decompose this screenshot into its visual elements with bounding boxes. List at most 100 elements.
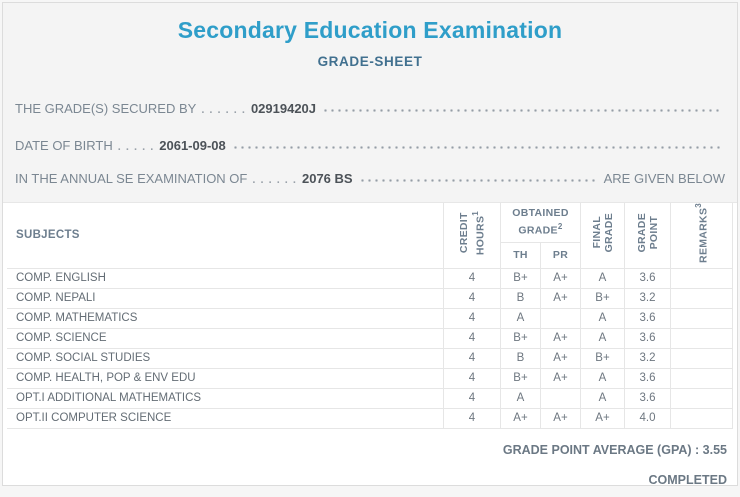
grades-table-body: COMP. ENGLISH 4 B+ A+ A 3.6 COMP. NEPALI 4 B A+ B+… — [7, 268, 733, 429]
remarks-cell — [670, 308, 733, 329]
column-header-final-grade: FINAL GRADE — [580, 203, 625, 269]
final-grade-cell: A — [580, 368, 625, 389]
footnote-marker-1: 1 — [470, 210, 480, 216]
grade-point-cell: 3.2 — [624, 288, 671, 309]
subject-name: COMP. NEPALI — [7, 288, 444, 309]
final-grade-cell: A — [580, 308, 625, 329]
pr-grade-cell: A+ — [540, 408, 581, 429]
credit-hours-cell: 4 — [443, 348, 501, 369]
th-grade-cell: B+ — [500, 268, 541, 289]
pr-grade-cell: A+ — [540, 288, 581, 309]
th-grade-cell: A — [500, 388, 541, 409]
final-grade-cell: B+ — [580, 288, 625, 309]
credit-hours-cell: 4 — [443, 288, 501, 309]
info-label: THE GRADE(S) SECURED BY — [15, 101, 197, 116]
credit-hours-cell: 4 — [443, 388, 501, 409]
column-header-grade-point: GRADE POINT — [624, 203, 671, 269]
table-row: COMP. SOCIAL STUDIES 4 B A+ B+ 3.2 — [7, 348, 733, 369]
final-grade-cell: B+ — [580, 348, 625, 369]
grade-point-cell: 3.6 — [624, 388, 671, 409]
grade-point-cell: 3.6 — [624, 268, 671, 289]
subject-name: COMP. SCIENCE — [7, 328, 444, 349]
column-header-subjects: SUBJECTS — [7, 203, 444, 269]
remarks-cell — [670, 288, 733, 309]
info-label: IN THE ANNUAL SE EXAMINATION OF — [15, 171, 248, 186]
status-completed: COMPLETED — [648, 472, 727, 486]
gradesheet-panel: Secondary Education Examination GRADE-SH… — [2, 2, 738, 486]
credit-hours-cell: 4 — [443, 368, 501, 389]
remarks-cell — [670, 388, 733, 409]
pr-grade-cell: A+ — [540, 268, 581, 289]
info-suffix: ARE GIVEN BELOW — [603, 171, 725, 186]
grades-table: SUBJECTS CREDIT HOURS1 OBTAINED GRADE2 F… — [7, 203, 733, 429]
column-header-obtained-grade: OBTAINED GRADE2 — [500, 203, 581, 243]
subject-name: OPT.II COMPUTER SCIENCE — [7, 408, 444, 429]
date-of-birth-value: 2061-09-08 — [159, 138, 226, 153]
credit-hours-cell: 4 — [443, 268, 501, 289]
subject-name: COMP. SOCIAL STUDIES — [7, 348, 444, 369]
column-header-th: TH — [500, 242, 541, 269]
symbol-number-value: 02919420J — [250, 101, 317, 116]
exam-year-value: 2076 BS — [301, 171, 353, 186]
th-grade-cell: B+ — [500, 368, 541, 389]
th-grade-cell: A — [500, 308, 541, 329]
dot-leader-fill — [358, 179, 599, 182]
remarks-cell — [670, 368, 733, 389]
subject-name: OPT.I ADDITIONAL MATHEMATICS — [7, 388, 444, 409]
grade-point-cell: 3.6 — [624, 308, 671, 329]
final-grade-cell: A+ — [580, 408, 625, 429]
pr-grade-cell: A+ — [540, 368, 581, 389]
credit-hours-cell: 4 — [443, 328, 501, 349]
pr-grade-cell — [540, 308, 581, 329]
pr-grade-cell — [540, 388, 581, 409]
table-row: COMP. NEPALI 4 B A+ B+ 3.2 — [7, 288, 733, 309]
info-line-examination-year: IN THE ANNUAL SE EXAMINATION OF . . . . … — [15, 171, 725, 186]
footnote-marker-2: 2 — [557, 222, 563, 232]
grade-point-cell: 3.2 — [624, 348, 671, 369]
remarks-cell — [670, 348, 733, 369]
pr-grade-cell: A+ — [540, 348, 581, 369]
table-row: COMP. SCIENCE 4 B+ A+ A 3.6 — [7, 328, 733, 349]
dot-leader-fill — [231, 146, 720, 149]
info-line-grades-secured-by: THE GRADE(S) SECURED BY . . . . . . 0291… — [15, 101, 725, 116]
dot-leader: . . . . . — [117, 141, 155, 153]
th-grade-cell: B+ — [500, 328, 541, 349]
dot-leader: . . . . . . — [252, 174, 297, 186]
final-grade-cell: A — [580, 268, 625, 289]
gpa-summary: GRADE POINT AVERAGE (GPA) : 3.55 — [3, 443, 727, 457]
page-title: Secondary Education Examination — [177, 17, 563, 43]
final-grade-cell: A — [580, 388, 625, 409]
credit-hours-cell: 4 — [443, 308, 501, 329]
th-grade-cell: B — [500, 288, 541, 309]
table-row: COMP. HEALTH, POP & ENV EDU 4 B+ A+ A 3.6 — [7, 368, 733, 389]
grade-point-cell: 4.0 — [624, 408, 671, 429]
dot-leader: . . . . . . — [201, 104, 246, 116]
column-header-credit-hours: CREDIT HOURS1 — [443, 203, 501, 269]
th-grade-cell: A+ — [500, 408, 541, 429]
remarks-cell — [670, 328, 733, 349]
remarks-cell — [670, 268, 733, 289]
credit-hours-cell: 4 — [443, 408, 501, 429]
subject-name: COMP. MATHEMATICS — [7, 308, 444, 329]
subject-name: COMP. HEALTH, POP & ENV EDU — [7, 368, 444, 389]
pr-grade-cell: A+ — [540, 328, 581, 349]
table-row: OPT.I ADDITIONAL MATHEMATICS 4 A A 3.6 — [7, 388, 733, 409]
footnote-marker-3: 3 — [694, 203, 704, 208]
final-grade-cell: A — [580, 328, 625, 349]
info-label: DATE OF BIRTH — [15, 138, 113, 153]
table-row: COMP. ENGLISH 4 B+ A+ A 3.6 — [7, 268, 733, 289]
grades-table-section: SUBJECTS CREDIT HOURS1 OBTAINED GRADE2 F… — [3, 203, 737, 486]
column-header-remarks: REMARKS3 — [670, 203, 733, 269]
column-header-pr: PR — [540, 242, 581, 269]
gpa-value: 3.55 — [702, 442, 727, 457]
th-grade-cell: B — [500, 348, 541, 369]
grade-point-cell: 3.6 — [624, 368, 671, 389]
table-row: OPT.II COMPUTER SCIENCE 4 A+ A+ A+ 4.0 — [7, 408, 733, 429]
gpa-separator: : — [691, 442, 703, 457]
gradesheet-subtitle: GRADE-SHEET — [317, 54, 423, 69]
remarks-cell — [670, 408, 733, 429]
dot-leader-fill — [322, 109, 720, 112]
grade-point-cell: 3.6 — [624, 328, 671, 349]
gradesheet-header-section: Secondary Education Examination GRADE-SH… — [3, 3, 737, 203]
table-row: COMP. MATHEMATICS 4 A A 3.6 — [7, 308, 733, 329]
